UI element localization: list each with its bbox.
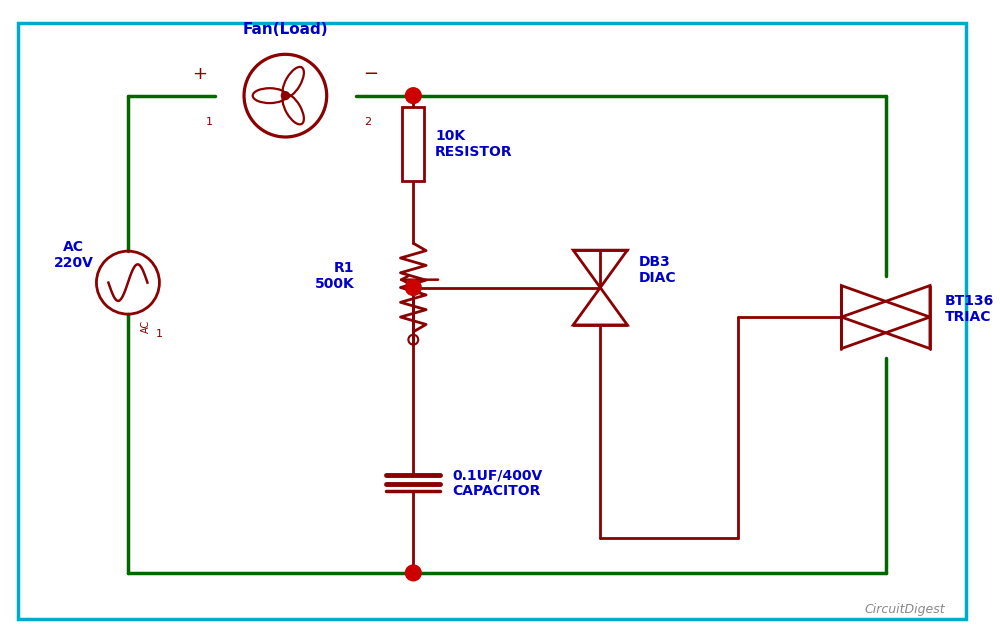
Text: Fan(Load): Fan(Load) — [243, 22, 328, 37]
Circle shape — [281, 92, 289, 100]
Text: 1: 1 — [206, 117, 213, 127]
Text: 2: 2 — [364, 117, 372, 127]
Bar — [402, 107, 424, 181]
Text: BT136
TRIAC: BT136 TRIAC — [945, 294, 994, 324]
Text: 10K
RESISTOR: 10K RESISTOR — [435, 129, 513, 159]
Text: AC
220V: AC 220V — [54, 240, 94, 270]
Text: AC: AC — [141, 319, 151, 333]
Text: −: − — [363, 65, 379, 83]
Text: DB3
DIAC: DB3 DIAC — [639, 255, 677, 285]
Circle shape — [405, 88, 421, 103]
Circle shape — [405, 565, 421, 581]
Text: 0.1UF/400V
CAPACITOR: 0.1UF/400V CAPACITOR — [453, 468, 543, 498]
Text: +: + — [192, 65, 207, 83]
Text: 1: 1 — [156, 329, 163, 339]
Circle shape — [405, 280, 421, 295]
Text: R1
500K: R1 500K — [315, 261, 354, 291]
Text: CircuitDigest: CircuitDigest — [864, 603, 945, 616]
